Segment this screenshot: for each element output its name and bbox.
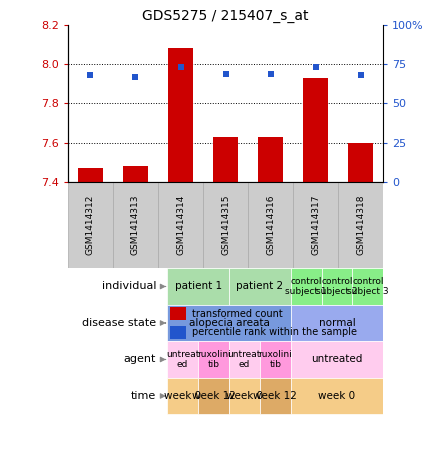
- FancyBboxPatch shape: [291, 341, 383, 378]
- FancyBboxPatch shape: [203, 182, 248, 268]
- Bar: [303, 78, 328, 182]
- Bar: [170, 326, 186, 338]
- FancyBboxPatch shape: [321, 268, 353, 305]
- FancyBboxPatch shape: [260, 378, 291, 414]
- Text: patient 1: patient 1: [174, 281, 222, 291]
- FancyBboxPatch shape: [198, 341, 229, 378]
- Text: GSM1414313: GSM1414313: [131, 195, 140, 255]
- Text: transformed count: transformed count: [192, 309, 283, 319]
- FancyBboxPatch shape: [291, 378, 383, 414]
- FancyBboxPatch shape: [293, 182, 338, 268]
- Title: GDS5275 / 215407_s_at: GDS5275 / 215407_s_at: [142, 9, 309, 23]
- Text: GSM1414317: GSM1414317: [311, 195, 320, 255]
- Bar: [78, 169, 103, 182]
- Text: ruxolini
tib: ruxolini tib: [258, 350, 292, 369]
- Text: GSM1414315: GSM1414315: [221, 195, 230, 255]
- Text: individual: individual: [102, 281, 156, 291]
- FancyBboxPatch shape: [158, 182, 203, 268]
- Text: GSM1414314: GSM1414314: [176, 195, 185, 255]
- Text: week 0: week 0: [318, 391, 356, 401]
- FancyBboxPatch shape: [113, 182, 158, 268]
- Text: alopecia areata: alopecia areata: [188, 318, 269, 328]
- FancyBboxPatch shape: [229, 378, 260, 414]
- Bar: [213, 137, 238, 182]
- Text: untreated: untreated: [311, 355, 363, 365]
- FancyBboxPatch shape: [248, 182, 293, 268]
- FancyBboxPatch shape: [198, 378, 229, 414]
- FancyBboxPatch shape: [229, 268, 291, 305]
- Text: ruxolini
tib: ruxolini tib: [197, 350, 230, 369]
- Text: GSM1414318: GSM1414318: [356, 195, 365, 255]
- FancyBboxPatch shape: [338, 182, 383, 268]
- Text: percentile rank within the sample: percentile rank within the sample: [192, 327, 357, 337]
- FancyBboxPatch shape: [291, 305, 383, 341]
- FancyBboxPatch shape: [68, 182, 113, 268]
- FancyBboxPatch shape: [167, 305, 291, 341]
- Text: agent: agent: [124, 355, 156, 365]
- Text: week 0: week 0: [164, 391, 201, 401]
- Text: GSM1414312: GSM1414312: [86, 195, 95, 255]
- Text: control
subject 1: control subject 1: [285, 277, 327, 296]
- Bar: [258, 137, 283, 182]
- Bar: [123, 166, 148, 182]
- Text: week 12: week 12: [253, 391, 297, 401]
- Text: time: time: [131, 391, 156, 401]
- FancyBboxPatch shape: [229, 341, 260, 378]
- Text: week 12: week 12: [191, 391, 236, 401]
- Text: control
subject 2: control subject 2: [316, 277, 358, 296]
- Text: untreat
ed: untreat ed: [228, 350, 261, 369]
- Text: untreat
ed: untreat ed: [166, 350, 199, 369]
- Text: disease state: disease state: [82, 318, 156, 328]
- FancyBboxPatch shape: [167, 378, 198, 414]
- Text: week 0: week 0: [226, 391, 263, 401]
- Text: normal: normal: [318, 318, 355, 328]
- Text: control
subject 3: control subject 3: [347, 277, 389, 296]
- FancyBboxPatch shape: [260, 341, 291, 378]
- Bar: [348, 143, 373, 182]
- Bar: [168, 48, 193, 182]
- FancyBboxPatch shape: [167, 341, 198, 378]
- Text: GSM1414316: GSM1414316: [266, 195, 275, 255]
- FancyBboxPatch shape: [291, 268, 321, 305]
- FancyBboxPatch shape: [167, 268, 229, 305]
- Text: patient 2: patient 2: [236, 281, 283, 291]
- FancyBboxPatch shape: [353, 268, 383, 305]
- Bar: [170, 308, 186, 320]
